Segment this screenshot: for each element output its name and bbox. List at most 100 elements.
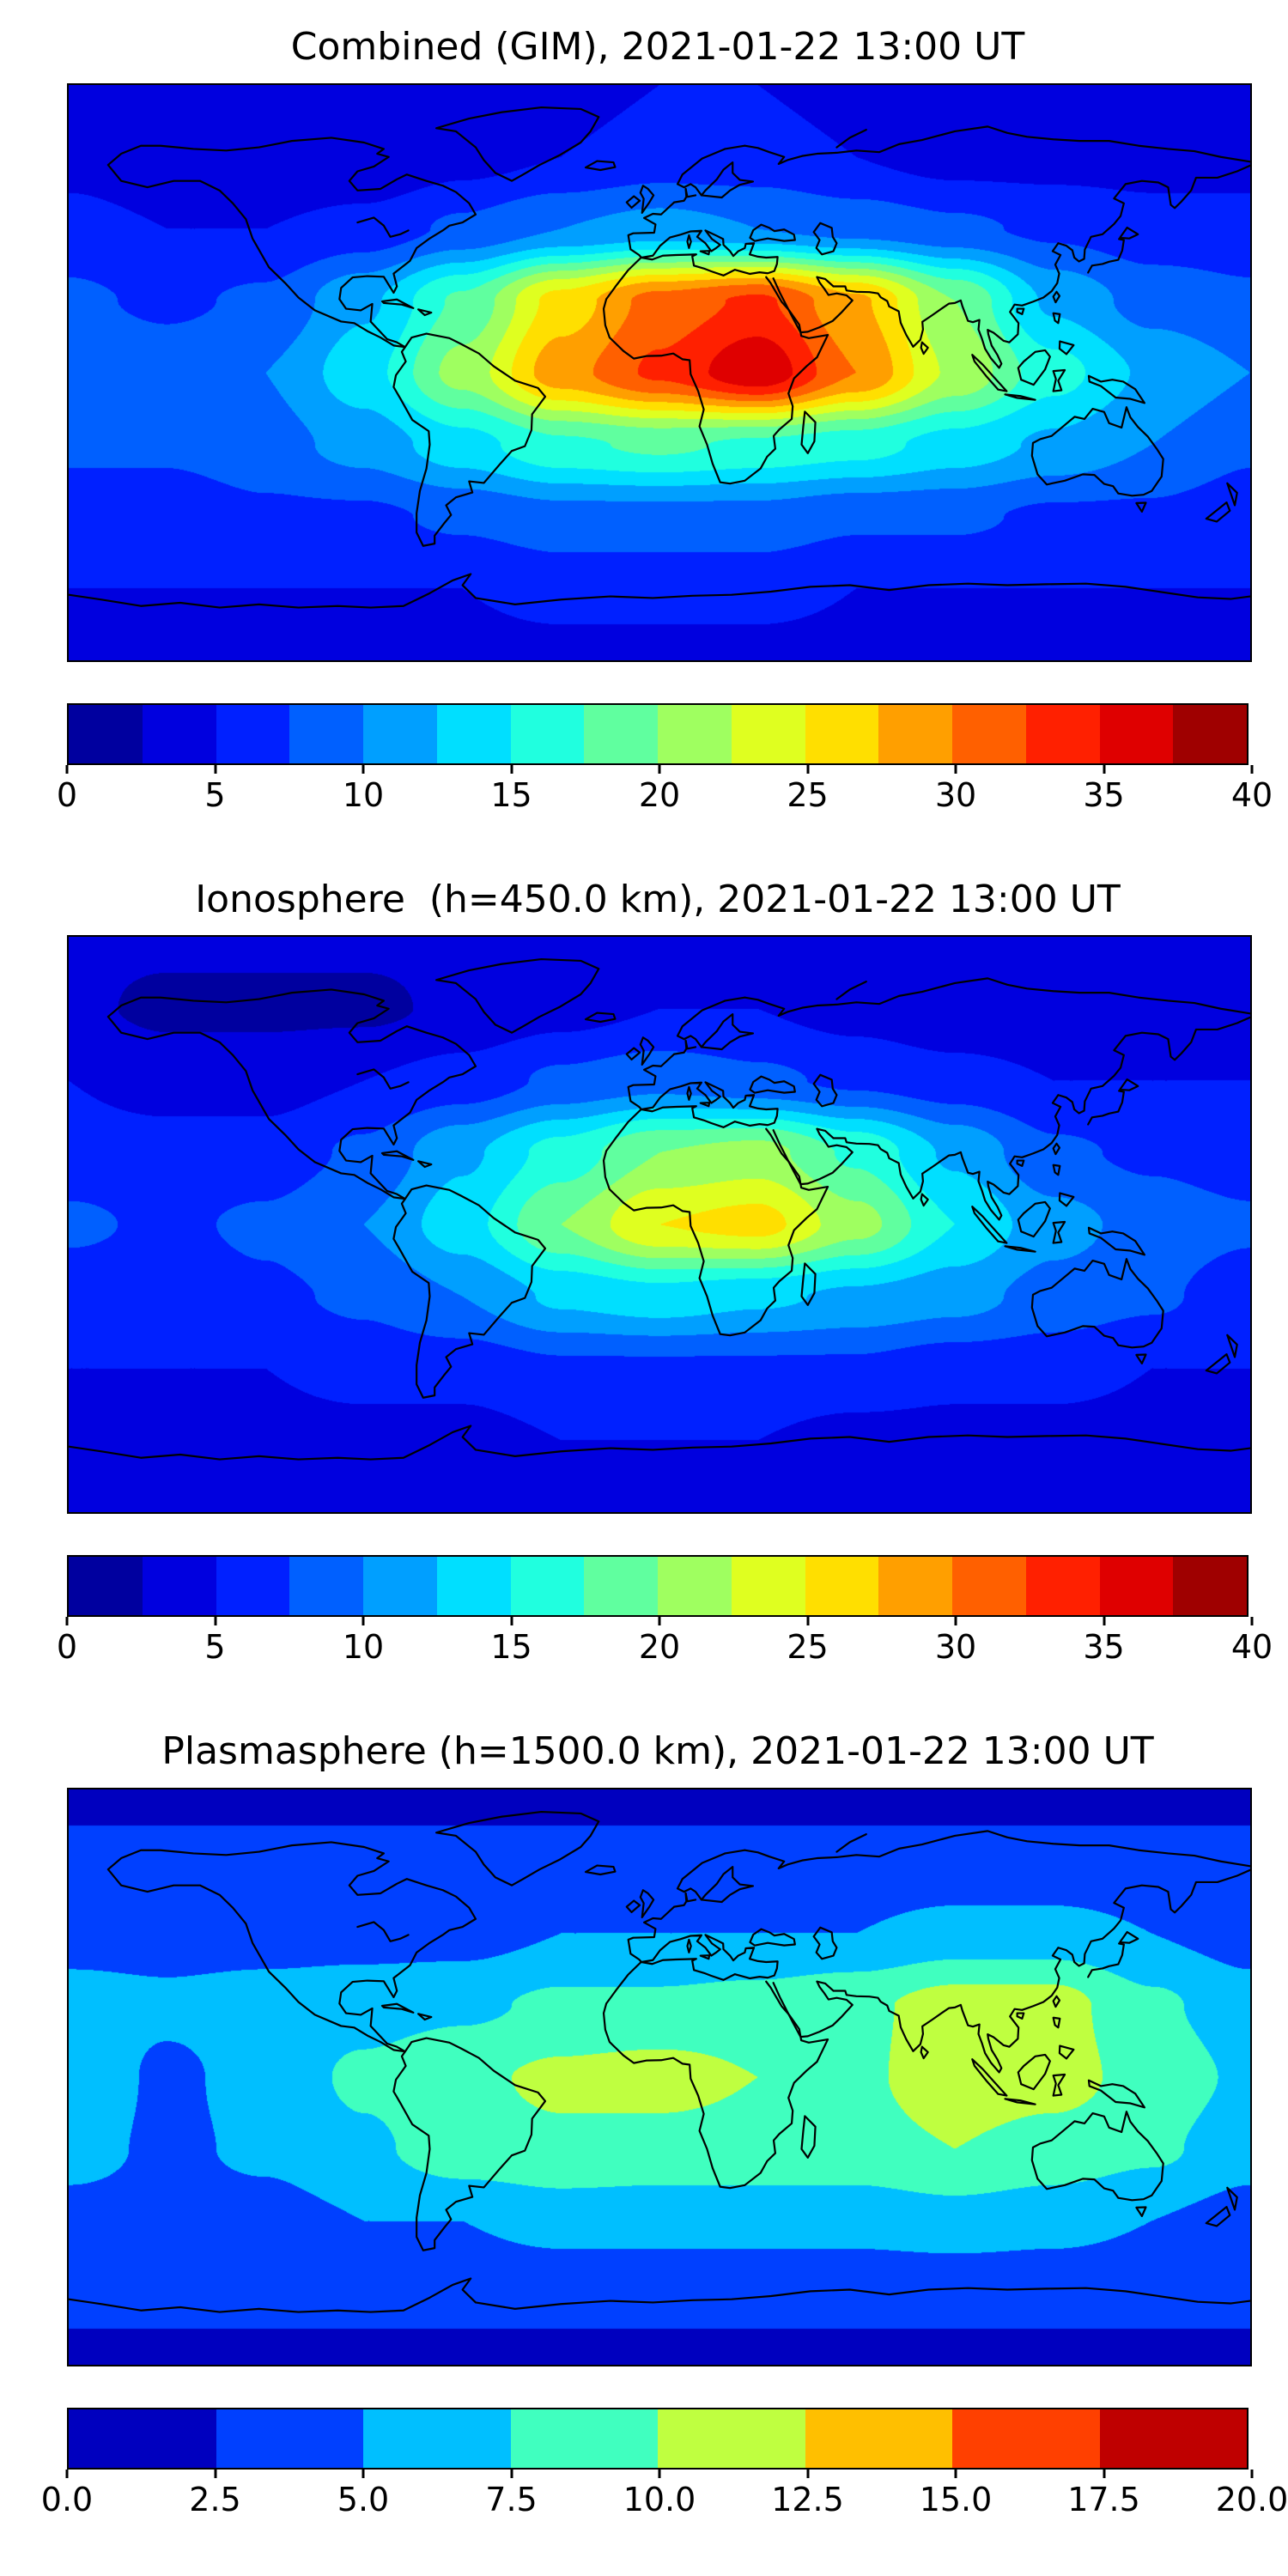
- coastline-path: [436, 1812, 598, 1886]
- colorbar-segment: [436, 1557, 511, 1616]
- coastline-path: [108, 137, 476, 347]
- coastline-path: [393, 333, 545, 545]
- colorbar-tick: [1103, 2469, 1105, 2478]
- colorbar-segment: [363, 1557, 437, 1616]
- colorbar-tick: [510, 1617, 513, 1626]
- colorbar-segment: [436, 704, 511, 763]
- panel-combined-gim: Combined (GIM), 2021-01-22 13:00 UT 0 5 10…: [57, 25, 1273, 818]
- coastline-path: [674, 189, 686, 203]
- coastline-path: [677, 1850, 744, 1900]
- coastline-path: [921, 342, 928, 353]
- coastline-path: [1206, 1354, 1230, 1373]
- coastline-path: [586, 161, 615, 169]
- colorbar-segment: [142, 1557, 216, 1616]
- colorbar-tick: [214, 764, 216, 774]
- colorbar-tick: [361, 2469, 365, 2478]
- coastline-path: [418, 2014, 431, 2020]
- colorbar-tick-label: 10: [342, 1628, 385, 1667]
- coastline-path: [687, 1087, 690, 1100]
- coastline-path: [629, 1906, 675, 1961]
- coastline-path: [382, 2004, 413, 2013]
- coastline-path: [1088, 1091, 1124, 1125]
- colorbar: [67, 1555, 1249, 1618]
- coastline-path: [702, 1014, 753, 1049]
- colorbar-segment: [289, 704, 363, 763]
- coastline-path: [382, 299, 413, 307]
- colorbar-segment: [805, 1557, 879, 1616]
- colorbar: [67, 2407, 1249, 2470]
- colorbar-tick-label: 10: [342, 775, 385, 814]
- coastline-path: [69, 574, 1250, 607]
- colorbar-segment: [584, 1557, 658, 1616]
- coastline-path: [1227, 2188, 1236, 2210]
- coastline-path: [1005, 2099, 1035, 2104]
- colorbar-segment: [952, 2409, 1100, 2468]
- coastline-path: [1054, 1165, 1060, 1176]
- coastline-path: [744, 979, 1250, 1017]
- map-plot: [67, 935, 1252, 1515]
- colorbar-tick: [954, 764, 957, 774]
- colorbar-segment: [731, 1557, 805, 1616]
- coastline-path: [814, 222, 837, 253]
- colorbar-tick-label: 2.5: [189, 2480, 241, 2518]
- coastline-path: [972, 1206, 1006, 1242]
- coastline-path: [677, 998, 744, 1048]
- colorbar-tick: [954, 1617, 957, 1626]
- coastline-path: [108, 990, 476, 1200]
- colorbar-segment: [1173, 1557, 1247, 1616]
- coastline-path: [1018, 1202, 1050, 1236]
- map-plot: [67, 1787, 1252, 2366]
- colorbar-tick: [954, 2469, 957, 2478]
- coastline-path: [701, 1103, 709, 1106]
- coastline-path: [1018, 1161, 1024, 1166]
- coastline-path: [641, 1935, 778, 1979]
- coastline-path: [701, 251, 709, 254]
- colorbar-tick-label: 0: [56, 1628, 78, 1667]
- coastline-path: [436, 959, 598, 1033]
- colorbar-tick: [65, 2469, 69, 2478]
- colorbar-axis: 0 5 10 15 20 25 30 35 40: [57, 764, 1273, 818]
- coastline-path: [1136, 502, 1145, 511]
- coastline-path: [802, 1264, 816, 1305]
- colorbar-tick: [361, 1617, 365, 1626]
- coastline-path: [108, 1842, 476, 2051]
- colorbar-segment: [289, 1557, 363, 1616]
- coastline-path: [1060, 341, 1073, 354]
- coastline-path: [687, 235, 690, 248]
- coastline-path: [641, 230, 778, 275]
- coastline-path: [1054, 1222, 1065, 1243]
- coastline-path: [1060, 2045, 1073, 2058]
- coastline-path: [802, 2116, 816, 2157]
- coastline-path: [357, 217, 408, 236]
- coastline-path: [921, 1194, 928, 1206]
- colorbar-tick: [510, 764, 513, 774]
- colorbar-segment: [216, 704, 290, 763]
- coastline-path: [774, 276, 853, 331]
- colorbar-segment: [1099, 704, 1174, 763]
- coastline-path: [774, 1129, 853, 1184]
- coastline-path: [921, 2046, 928, 2057]
- coastlines-overlay: [69, 1789, 1250, 2365]
- colorbar-tick: [65, 1617, 69, 1626]
- coastline-path: [641, 1037, 653, 1065]
- coastline-path: [1088, 1943, 1124, 1977]
- coastline-path: [814, 1928, 837, 1959]
- coastline-path: [393, 1186, 545, 1398]
- coastline-path: [641, 1890, 653, 1917]
- colorbar-tick: [658, 1617, 661, 1626]
- coastline-path: [702, 1867, 753, 1902]
- coastline-path: [836, 1834, 866, 1851]
- coastline-path: [817, 1870, 1250, 2073]
- colorbar-segment: [1025, 704, 1100, 763]
- colorbar-tick: [214, 2469, 216, 2478]
- coastline-path: [674, 1893, 686, 1907]
- colorbar-segment: [363, 2409, 511, 2468]
- coastline-path: [1060, 1194, 1073, 1206]
- coastline-path: [1054, 1996, 1060, 2007]
- colorbar-tick-label: 20: [638, 775, 681, 814]
- colorbar-tick-label: 20.0: [1215, 2480, 1288, 2518]
- coastline-path: [814, 1075, 837, 1106]
- coastlines-overlay: [69, 85, 1250, 660]
- coastlines-overlay: [69, 937, 1250, 1512]
- coastline-path: [836, 981, 866, 999]
